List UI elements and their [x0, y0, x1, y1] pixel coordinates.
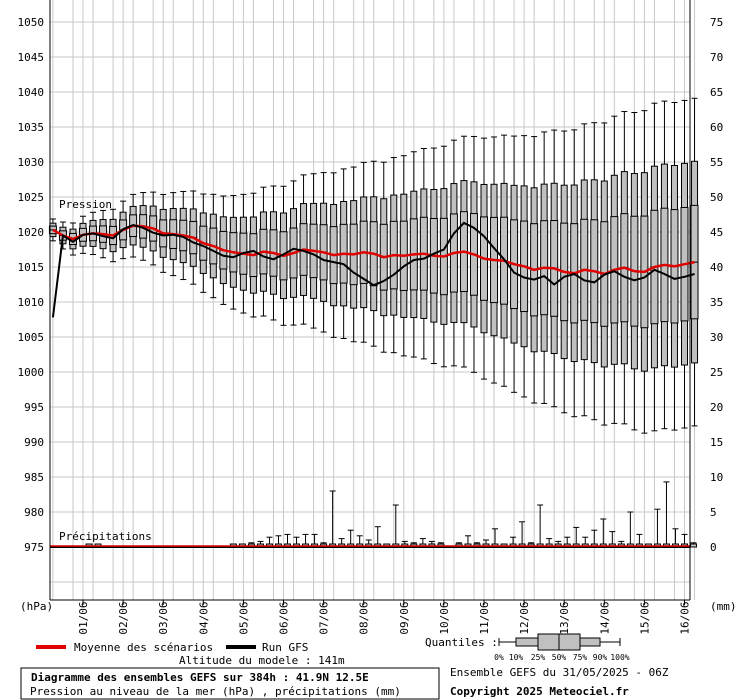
pressure-tick-label: 1045 [18, 51, 45, 64]
date-tick-label: 12/06 [518, 601, 531, 634]
pressure-tick-label: 1050 [18, 16, 45, 29]
series-lines [50, 221, 695, 547]
date-tick-label: 04/06 [197, 601, 210, 634]
precip-tick-label: 25 [710, 366, 723, 379]
pressure-tick-label: 1030 [18, 156, 45, 169]
pressure-tick-label: 1010 [18, 296, 45, 309]
precip-tick-label: 40 [710, 261, 723, 274]
run-series-line [51, 221, 695, 318]
footer-title-box [20, 667, 440, 700]
precip-tick-label: 35 [710, 296, 723, 309]
run-info: Ensemble GEFS du 31/05/2025 - 06Z [450, 666, 669, 679]
legend: Moyenne des scénarios Run GFS Altitude d… [36, 641, 345, 667]
legend-run-swatch [226, 645, 256, 649]
precip-tick-label: 60 [710, 121, 723, 134]
date-tick-label: 08/06 [358, 601, 371, 634]
quantiles-key: Quantiles : 0% 10% 25% 50% 75% 90% 100% [425, 633, 630, 662]
pressure-tick-label: 1005 [18, 331, 45, 344]
date-tick-label: 15/06 [638, 601, 651, 634]
quantile-tick-label: 90% [593, 653, 608, 662]
quantile-tick-label: 75% [573, 653, 588, 662]
quantile-tick-labels: 0% 10% 25% 50% 75% 90% 100% [494, 653, 630, 662]
date-tick-label: 01/06 [77, 601, 90, 634]
date-tick-label: 11/06 [478, 601, 491, 634]
pressure-tick-label: 990 [24, 436, 44, 449]
footer-subtitle: Pression au niveau de la mer (hPa) , pré… [30, 685, 401, 698]
right-axis-unit: (mm) [710, 600, 737, 613]
precip-tick-label: 55 [710, 156, 723, 169]
date-tick-label: 05/06 [237, 601, 250, 634]
legend-mean-label: Moyenne des scénarios [74, 641, 213, 654]
date-tick-label: 02/06 [117, 601, 130, 634]
date-tick-label: 07/06 [318, 601, 331, 634]
chart-axes [49, 0, 691, 601]
precip-tick-label: 45 [710, 226, 723, 239]
pressure-tick-label: 1000 [18, 366, 45, 379]
quantile-tick-label: 0% [494, 653, 504, 662]
quantile-tick-label: 50% [552, 653, 567, 662]
precip-tick-label: 70 [710, 51, 723, 64]
quantile-tick-label: 100% [610, 653, 629, 662]
date-tick-label: 03/06 [157, 601, 170, 634]
precip-tick-label: 15 [710, 436, 723, 449]
legend-mean-swatch [36, 645, 66, 649]
precip-box [690, 543, 698, 548]
date-tick-label: 13/06 [558, 601, 571, 634]
pressure-tick-label: 980 [24, 506, 44, 519]
pressure-tick-label: 985 [24, 471, 44, 484]
pressure-tick-label: 1015 [18, 261, 45, 274]
pressure-tick-label: 1020 [18, 226, 45, 239]
date-tick-label: 14/06 [598, 601, 611, 634]
precip-tick-label: 5 [710, 506, 717, 519]
date-tick-label: 10/06 [438, 601, 451, 634]
date-tick-labels: 01/06 02/06 03/06 04/06 05/06 06/06 07/06 08/06… [77, 600, 692, 635]
pressure-tick-label: 1035 [18, 121, 45, 134]
legend-run-label: Run GFS [262, 641, 308, 654]
pressure-tick-labels: 1050 1045 1040 1035 1030 1025 1020 1015 1010 1005… [18, 16, 45, 554]
date-tick-label: 06/06 [278, 601, 291, 634]
precip-tick-label: 30 [710, 331, 723, 344]
footer-title: Diagramme des ensembles GEFS sur 384h : … [31, 671, 369, 684]
left-axis-unit: (hPa) [20, 600, 53, 613]
mean-series-line [52, 224, 695, 276]
pressure-tick-label: 995 [24, 401, 44, 414]
copyright: Copyright 2025 Meteociel.fr [450, 685, 629, 698]
pressure-tick-label: 1040 [18, 86, 45, 99]
precip-tick-label: 65 [710, 86, 723, 99]
precip-tick-label: 10 [710, 471, 723, 484]
precip-tick-label: 0 [710, 541, 717, 554]
precip-tick-label: 75 [710, 16, 723, 29]
quantile-tick-label: 25% [531, 653, 546, 662]
precip-tick-label: 20 [710, 401, 723, 414]
quantiles-label: Quantiles : [425, 636, 498, 649]
date-tick-label: 09/06 [398, 601, 411, 634]
precip-tick-label: 50 [710, 191, 723, 204]
precip-section-label: Précipitations [59, 530, 152, 543]
quantile-tick-label: 10% [509, 653, 524, 662]
pressure-section-label: Pression [59, 198, 112, 211]
date-tick-label: 16/06 [679, 601, 692, 634]
pressure-tick-label: 1025 [18, 191, 45, 204]
chart-grid [50, 0, 696, 600]
pressure-tick-label: 975 [24, 541, 44, 554]
altitude-label: Altitude du modele : 141m [179, 654, 345, 667]
